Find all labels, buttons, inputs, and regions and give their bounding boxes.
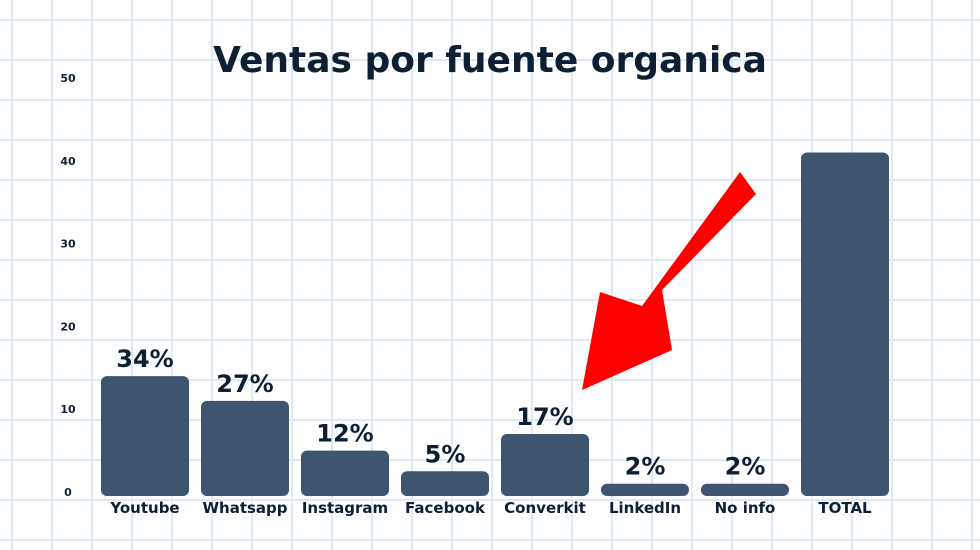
data-label: 5% <box>425 440 466 468</box>
y-tick-label: 30 <box>60 238 76 251</box>
x-tick-label: No info <box>715 499 776 517</box>
bar <box>201 400 289 496</box>
bar <box>101 376 189 496</box>
data-label: 17% <box>516 403 573 431</box>
data-label: 27% <box>216 370 273 398</box>
x-axis-labels: Youtube Whatsapp Instagram Facebook Converki… <box>109 499 872 517</box>
data-label: 12% <box>316 420 373 448</box>
bars <box>101 152 889 496</box>
x-tick-label: Converkit <box>504 499 586 517</box>
chart-title: Ventas por fuente organica <box>213 40 767 81</box>
data-label: 2% <box>625 453 666 481</box>
x-tick-label: Instagram <box>302 499 388 517</box>
bar <box>801 152 889 496</box>
y-tick-label: 20 <box>60 320 76 333</box>
x-tick-label: Whatsapp <box>202 499 287 517</box>
data-label: 34% <box>116 345 173 373</box>
bar <box>401 471 489 496</box>
x-tick-label: TOTAL <box>818 499 872 517</box>
bar <box>301 450 389 496</box>
y-tick-label: 40 <box>60 155 76 168</box>
x-tick-label: Youtube <box>109 499 179 517</box>
bar <box>701 483 789 496</box>
y-tick-label: 0 <box>64 486 72 499</box>
bar <box>501 434 589 496</box>
y-tick-label: 10 <box>60 403 76 416</box>
y-tick-label: 50 <box>60 72 76 85</box>
annotation-arrow <box>582 172 756 390</box>
x-tick-label: LinkedIn <box>609 499 681 517</box>
y-axis-ticks: 0 10 20 30 40 50 <box>60 72 76 499</box>
red-arrow <box>582 172 756 390</box>
data-labels: 34% 27% 12% 5% 17% 2% 2% <box>116 345 765 481</box>
data-label: 2% <box>725 453 766 481</box>
x-tick-label: Facebook <box>405 499 486 517</box>
bar <box>601 483 689 496</box>
